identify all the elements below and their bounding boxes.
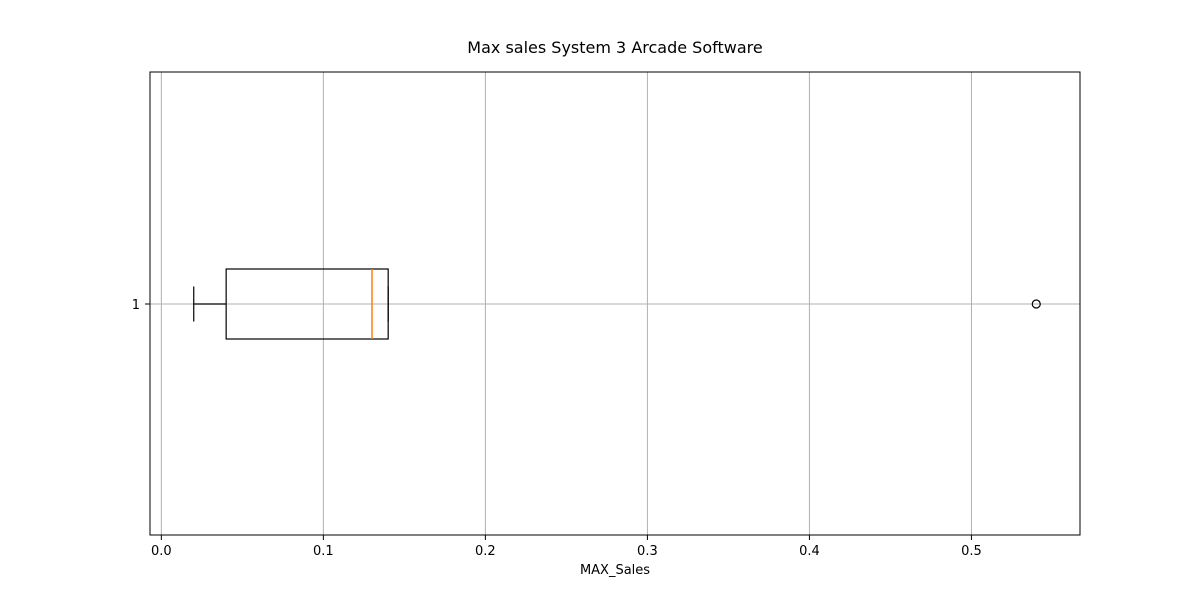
grid-layer (150, 72, 1080, 535)
x-axis-label: MAX_Sales (580, 563, 650, 578)
x-tick-label: 0.2 (475, 544, 496, 559)
chart-title: Max sales System 3 Arcade Software (467, 38, 762, 57)
x-tick-label: 0.4 (799, 544, 820, 559)
x-tick-label: 0.3 (637, 544, 658, 559)
tick-layer: 0.0 0.1 0.2 0.3 0.4 0.5 1 (132, 298, 982, 559)
x-tick-label: 0.0 (151, 544, 172, 559)
iqr-box (225, 268, 389, 340)
box-layer (193, 268, 1041, 340)
outlier-point (1031, 299, 1041, 309)
x-tick-label: 0.5 (961, 544, 982, 559)
y-tick-label: 1 (132, 298, 140, 313)
x-tick-label: 0.1 (313, 544, 334, 559)
